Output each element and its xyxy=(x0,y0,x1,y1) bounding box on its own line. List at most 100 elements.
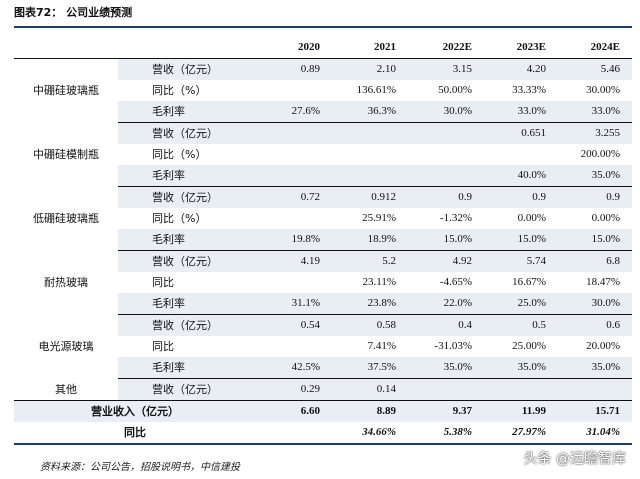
segment-name: 电光源玻璃 xyxy=(14,314,118,379)
segment-name: 耐热玻璃 xyxy=(14,250,118,315)
total-label: 营业收入（亿元） xyxy=(14,400,262,422)
table-row: 毛利率 42.5% 37.5% 35.0% 35.0% 35.0% xyxy=(14,357,632,379)
value-cell: 31.1% xyxy=(262,293,332,315)
header-cell xyxy=(118,36,262,59)
value-cell: 15.0% xyxy=(484,229,558,251)
value-cell: 16.67% xyxy=(512,276,546,288)
value-cell: 25.91% xyxy=(362,212,396,224)
value-cell: 35.0% xyxy=(484,357,558,379)
value-cell: 27.6% xyxy=(262,101,332,123)
value-cell: 0.00% xyxy=(591,212,620,224)
figure-title: 图表72： 公司业绩预测 xyxy=(14,6,133,19)
table-row: 同比（%） 136.61% 50.00% 33.33% 30.00% xyxy=(14,80,632,101)
value-cell: 35.0% xyxy=(408,357,484,379)
table-row: 毛利率 27.6% 36.3% 30.0% 33.0% 33.0% xyxy=(14,101,632,123)
value-cell xyxy=(262,122,332,144)
value-cell: 0.9 xyxy=(408,186,484,208)
value-cell: 5.2 xyxy=(332,250,408,272)
metric-label: 毛利率 xyxy=(118,101,262,123)
segment-name: 低硼硅玻璃瓶 xyxy=(14,186,118,251)
value-cell: 25.00% xyxy=(512,340,546,352)
value-cell: 3.255 xyxy=(558,122,632,144)
value-cell: 0.58 xyxy=(332,314,408,336)
header-row: 2020 2021 2022E 2023E 2024E xyxy=(14,36,632,59)
value-cell: 5.74 xyxy=(484,250,558,272)
value-cell: 30.00% xyxy=(586,84,620,96)
value-cell xyxy=(484,378,558,401)
table-row: 低硼硅玻璃瓶 营收（亿元） 0.72 0.912 0.9 0.9 0.9 xyxy=(14,186,632,251)
value-cell: 4.20 xyxy=(484,58,558,80)
value-cell xyxy=(332,165,408,187)
header-cell xyxy=(14,36,118,59)
value-cell: 50.00% xyxy=(438,84,472,96)
value-cell: 37.5% xyxy=(332,357,408,379)
total-value: 8.89 xyxy=(332,400,408,422)
metric-label: 毛利率 xyxy=(118,165,262,187)
value-cell: 25.0% xyxy=(484,293,558,315)
value-cell: 0.54 xyxy=(262,314,332,336)
header-cell: 2024E xyxy=(558,36,632,59)
value-cell: 4.92 xyxy=(408,250,484,272)
value-cell: -31.03% xyxy=(434,340,472,352)
metric-label: 同比（%） xyxy=(152,84,207,97)
table-body: 2020 2021 2022E 2023E 2024E 中硼硅玻璃瓶 营收（亿元）… xyxy=(14,36,632,445)
growth-value xyxy=(262,422,332,445)
total-value: 9.37 xyxy=(408,400,484,422)
total-value: 6.60 xyxy=(262,400,332,422)
value-cell: 0.14 xyxy=(332,378,408,401)
metric-label: 营收（亿元） xyxy=(118,378,262,401)
value-cell: 36.3% xyxy=(332,101,408,123)
table-row: 毛利率 31.1% 23.8% 22.0% 25.0% 30.0% xyxy=(14,293,632,315)
metric-label: 毛利率 xyxy=(118,293,262,315)
value-cell: 0.00% xyxy=(517,212,546,224)
value-cell: 33.0% xyxy=(484,101,558,123)
total-row: 营业收入（亿元） 6.60 8.89 9.37 11.99 15.71 xyxy=(14,400,632,422)
value-cell: 35.0% xyxy=(558,165,632,187)
table-row: 其他 营收（亿元） 0.29 0.14 xyxy=(14,378,632,401)
value-cell: 0.29 xyxy=(262,378,332,401)
value-cell: -1.32% xyxy=(439,212,472,224)
value-cell: 30.0% xyxy=(408,101,484,123)
value-cell: 0.4 xyxy=(408,314,484,336)
value-cell: 33.0% xyxy=(558,101,632,123)
value-cell xyxy=(558,378,632,401)
table-row: 电光源玻璃 营收（亿元） 0.54 0.58 0.4 0.5 0.6 xyxy=(14,314,632,379)
value-cell: 0.9 xyxy=(558,186,632,208)
value-cell: 0.912 xyxy=(332,186,408,208)
table-row: 毛利率 40.0% 35.0% xyxy=(14,165,632,187)
source-note: 资料来源：公司公告，招股说明书，中信建投 xyxy=(40,462,240,473)
watermark: 头条 @远瞻智库 xyxy=(523,451,626,467)
segment-name: 其他 xyxy=(14,378,118,401)
value-cell: 15.0% xyxy=(408,229,484,251)
table-row: 同比 7.41% -31.03% 25.00% 20.00% xyxy=(14,336,632,357)
value-cell: 18.9% xyxy=(332,229,408,251)
growth-value: 34.66% xyxy=(332,422,408,445)
metric-label: 毛利率 xyxy=(118,229,262,251)
value-cell: 35.0% xyxy=(558,357,632,379)
value-cell: 6.8 xyxy=(558,250,632,272)
growth-value: 31.04% xyxy=(558,422,632,445)
metric-label: 毛利率 xyxy=(118,357,262,379)
segment-name: 中硼硅模制瓶 xyxy=(14,122,118,187)
value-cell: 0.6 xyxy=(558,314,632,336)
metric-label: 同比（%） xyxy=(152,212,207,225)
table-row: 毛利率 19.8% 18.9% 15.0% 15.0% 15.0% xyxy=(14,229,632,251)
value-cell xyxy=(262,165,332,187)
title-divider xyxy=(14,26,632,28)
value-cell xyxy=(332,144,408,165)
table-row: 中硼硅模制瓶 营收（亿元） 0.651 3.255 xyxy=(14,122,632,187)
value-cell: 0.89 xyxy=(262,58,332,80)
value-cell xyxy=(262,80,332,101)
value-cell xyxy=(262,272,332,293)
value-cell: -4.65% xyxy=(439,276,472,288)
value-cell: 42.5% xyxy=(262,357,332,379)
metric-label: 营收（亿元） xyxy=(118,122,262,144)
value-cell xyxy=(408,378,484,401)
header-cell: 2022E xyxy=(408,36,484,59)
segment-name: 中硼硅玻璃瓶 xyxy=(14,58,118,123)
value-cell xyxy=(408,144,484,165)
value-cell: 0.651 xyxy=(484,122,558,144)
metric-label: 同比 xyxy=(152,340,174,353)
metric-label: 同比 xyxy=(152,276,174,289)
value-cell xyxy=(408,165,484,187)
